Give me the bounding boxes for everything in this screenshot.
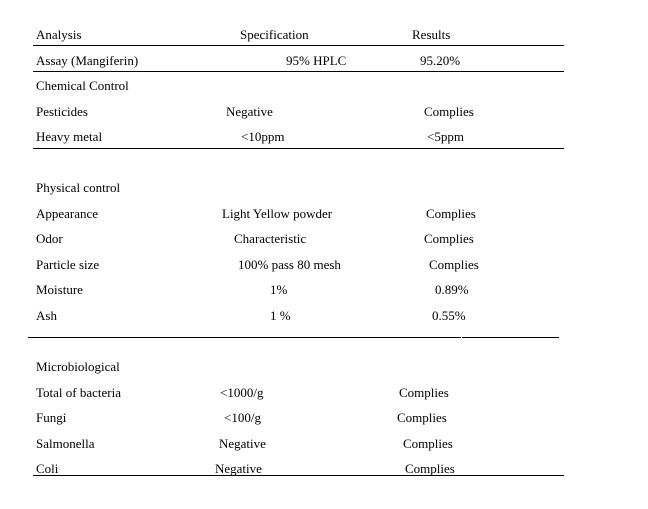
row-result: <5ppm xyxy=(427,129,464,144)
row-analysis: Heavy metal xyxy=(36,129,103,144)
row-result: Complies xyxy=(429,257,479,272)
assay-analysis: Assay (Mangiferin) xyxy=(36,53,139,68)
row-analysis: Appearance xyxy=(36,206,99,221)
row-analysis: Total of bacteria xyxy=(36,385,121,400)
row-analysis: Fungi xyxy=(36,410,67,425)
row-result: Complies xyxy=(426,206,476,221)
chemical-control-rule xyxy=(33,148,564,149)
row-analysis: Particle size xyxy=(36,257,100,272)
row-result: Complies xyxy=(405,461,455,476)
section-title-microbiological: Microbiological xyxy=(36,359,120,374)
assay-specification: 95% HPLC xyxy=(286,53,347,68)
row-specification: <10ppm xyxy=(241,129,285,144)
section-title-chemical-control: Chemical Control xyxy=(36,78,129,93)
header-specification: Specification xyxy=(240,27,309,42)
row-specification: Negative xyxy=(219,436,266,451)
section-title-physical-control: Physical control xyxy=(36,180,121,195)
row-specification: Negative xyxy=(215,461,262,476)
row-result: 0.89% xyxy=(435,282,469,297)
row-result: Complies xyxy=(397,410,447,425)
header-analysis: Analysis xyxy=(36,27,82,42)
row-specification: 1% xyxy=(270,282,288,297)
row-analysis: Pesticides xyxy=(36,104,88,119)
row-result: Complies xyxy=(403,436,453,451)
row-specification: Characteristic xyxy=(234,231,307,246)
row-specification: <100/g xyxy=(224,410,261,425)
row-result: Complies xyxy=(424,231,474,246)
row-analysis: Coli xyxy=(36,461,59,476)
assay-rule xyxy=(33,71,564,72)
row-specification: 100% pass 80 mesh xyxy=(238,257,341,272)
row-specification: 1 % xyxy=(270,308,291,323)
row-analysis: Odor xyxy=(36,231,63,246)
header-rule xyxy=(33,45,564,46)
row-specification: Light Yellow powder xyxy=(222,206,333,221)
row-analysis: Moisture xyxy=(36,282,83,297)
physical-control-rule-segment xyxy=(462,337,559,338)
assay-result: 95.20% xyxy=(420,53,461,68)
row-analysis: Salmonella xyxy=(36,436,95,451)
row-result: Complies xyxy=(399,385,449,400)
header-results: Results xyxy=(412,27,451,42)
row-result: 0.55% xyxy=(432,308,466,323)
row-result: Complies xyxy=(424,104,474,119)
physical-control-rule xyxy=(28,337,461,338)
microbiological-rule xyxy=(33,475,564,476)
row-specification: Negative xyxy=(226,104,273,119)
row-analysis: Ash xyxy=(36,308,57,323)
row-specification: <1000/g xyxy=(220,385,264,400)
